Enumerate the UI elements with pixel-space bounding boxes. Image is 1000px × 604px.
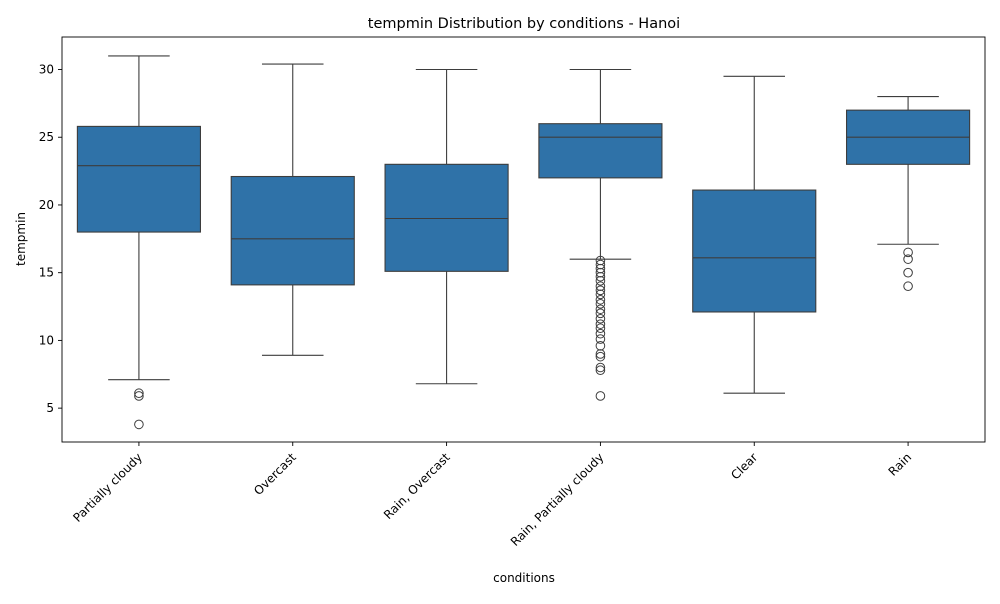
outlier-point: [595, 271, 606, 282]
box-iqr: [538, 123, 663, 179]
outlier-point: [903, 281, 913, 292]
x-tick-label: Clear: [728, 450, 760, 482]
y-tick-label: 30: [39, 63, 54, 77]
outlier-point: [595, 276, 606, 286]
outlier-point: [595, 365, 606, 376]
outlier-point: [134, 391, 144, 401]
outlier-point: [595, 351, 606, 362]
outlier-point: [595, 362, 606, 373]
outlier-point: [595, 334, 606, 344]
outlier-point: [595, 328, 606, 339]
outlier-point: [595, 313, 606, 324]
chart-title: tempmin Distribution by conditions - Han…: [368, 16, 680, 32]
outlier-point: [595, 299, 606, 309]
x-tick-label: Overcast: [251, 450, 299, 498]
x-tick-label: Rain, Partially cloudy: [508, 450, 607, 549]
outlier-point: [134, 419, 144, 430]
outlier-point: [595, 308, 606, 319]
box-iqr: [384, 163, 509, 272]
outlier-point: [134, 388, 144, 399]
x-axis-label: conditions: [493, 571, 555, 585]
y-tick-label: 25: [39, 130, 54, 144]
outlier-point: [595, 341, 606, 351]
y-tick-label: 15: [39, 266, 54, 280]
outlier-point: [595, 294, 606, 305]
y-tick-label: 10: [39, 333, 54, 347]
y-axis-label: tempmin: [14, 212, 28, 266]
x-tick-label: Rain: [886, 450, 915, 479]
outlier-point: [595, 289, 606, 300]
x-tick-label: Rain, Overcast: [381, 450, 453, 522]
y-tick-label: 5: [46, 401, 54, 415]
outlier-point: [595, 391, 606, 401]
outlier-point: [903, 267, 913, 278]
y-tick-label: 20: [39, 198, 54, 212]
outlier-point: [595, 304, 606, 315]
box-iqr: [76, 125, 201, 233]
outlier-point: [903, 247, 913, 258]
outlier-point: [595, 319, 606, 329]
outlier-point: [595, 285, 606, 296]
plot-frame: [61, 36, 986, 443]
outlier-point: [903, 254, 913, 264]
plot-area: 5 10 15 20 25 30 Partially cloudy Overcast Rain,…: [39, 36, 986, 549]
box-iqr: [692, 189, 817, 313]
outlier-point: [595, 349, 606, 359]
box-iqr: [230, 175, 355, 286]
x-tick-label: Partially cloudy: [70, 450, 145, 525]
outlier-point: [595, 323, 606, 334]
